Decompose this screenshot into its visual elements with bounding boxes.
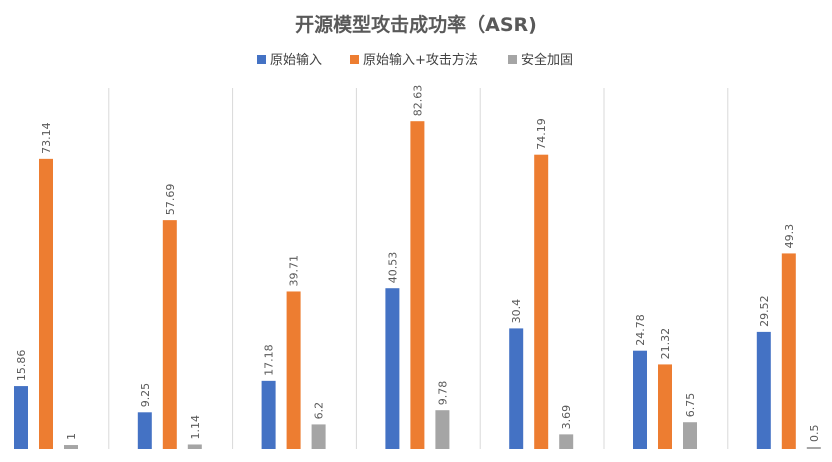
bar-s3-g5 — [559, 434, 574, 449]
bar-s2-g3 — [286, 291, 301, 449]
data-label-s1-g1: 15.86 — [15, 350, 28, 382]
bar-s3-g7 — [806, 447, 821, 449]
legend-label-2: 原始输入+攻击方法 — [363, 52, 478, 68]
chart-title: 开源模型攻击成功率（ASR) — [295, 13, 537, 36]
group-separators — [108, 88, 729, 449]
data-label-s2-g5: 74.19 — [535, 118, 548, 150]
data-label-s1-g6: 24.78 — [634, 314, 647, 346]
bar-s3-g2 — [187, 444, 202, 449]
data-label-s2-g7: 49.3 — [783, 224, 796, 249]
bar-s1-g4 — [385, 288, 400, 449]
legend-label-3: 安全加固 — [521, 52, 573, 68]
bar-s3-g3 — [311, 424, 326, 449]
bar-s2-g6 — [658, 364, 672, 449]
data-label-s2-g2: 57.69 — [164, 184, 177, 216]
bar-s1-g5 — [509, 328, 524, 449]
data-label-s1-g5: 30.4 — [510, 299, 523, 324]
data-label-s3-g5: 3.69 — [560, 405, 573, 430]
bar-s2-g4 — [410, 121, 425, 449]
bar-s3-g1 — [64, 445, 78, 449]
data-label-s3-g3: 6.2 — [313, 402, 326, 420]
bars — [14, 121, 821, 450]
bar-s1-g3 — [261, 380, 276, 449]
data-label-s1-g4: 40.53 — [386, 252, 399, 284]
bar-s2-g1 — [39, 158, 53, 450]
legend-swatch-1 — [257, 55, 266, 64]
data-label-s3-g2: 1.14 — [189, 415, 202, 440]
data-label-s2-g4: 82.63 — [411, 85, 424, 117]
data-label-s1-g7: 29.52 — [758, 295, 771, 327]
legend-label-1: 原始输入 — [270, 52, 322, 68]
bar-s1-g7 — [756, 331, 771, 449]
data-label-s3-g7: 0.5 — [808, 425, 821, 443]
bar-s3-g4 — [435, 410, 450, 449]
data-label-s3-g4: 9.78 — [436, 381, 449, 406]
bar-s1-g1 — [14, 386, 28, 449]
bar-s2-g7 — [781, 253, 796, 449]
data-label-s2-g3: 39.71 — [288, 255, 301, 287]
bar-s2-g2 — [162, 220, 177, 449]
legend-swatch-3 — [508, 55, 517, 64]
data-labels: 15.86 73.14 1 9.25 57.69 1.14 17.18 39.71 6.2 40.… — [15, 85, 821, 442]
bar-s1-g6 — [633, 350, 647, 449]
data-label-s2-g1: 73.14 — [40, 122, 53, 154]
bar-s3-g6 — [683, 422, 697, 449]
data-label-s1-g2: 9.25 — [139, 383, 152, 408]
bar-s2-g5 — [534, 154, 549, 449]
legend-swatch-2 — [350, 55, 359, 64]
data-label-s3-g1: 1 — [65, 433, 78, 440]
data-label-s2-g6: 21.32 — [659, 328, 672, 360]
bar-s1-g2 — [137, 412, 152, 449]
data-label-s1-g3: 17.18 — [263, 344, 276, 376]
data-label-s3-g6: 6.75 — [684, 393, 697, 418]
legend: 原始输入 原始输入+攻击方法 安全加固 — [257, 52, 573, 68]
